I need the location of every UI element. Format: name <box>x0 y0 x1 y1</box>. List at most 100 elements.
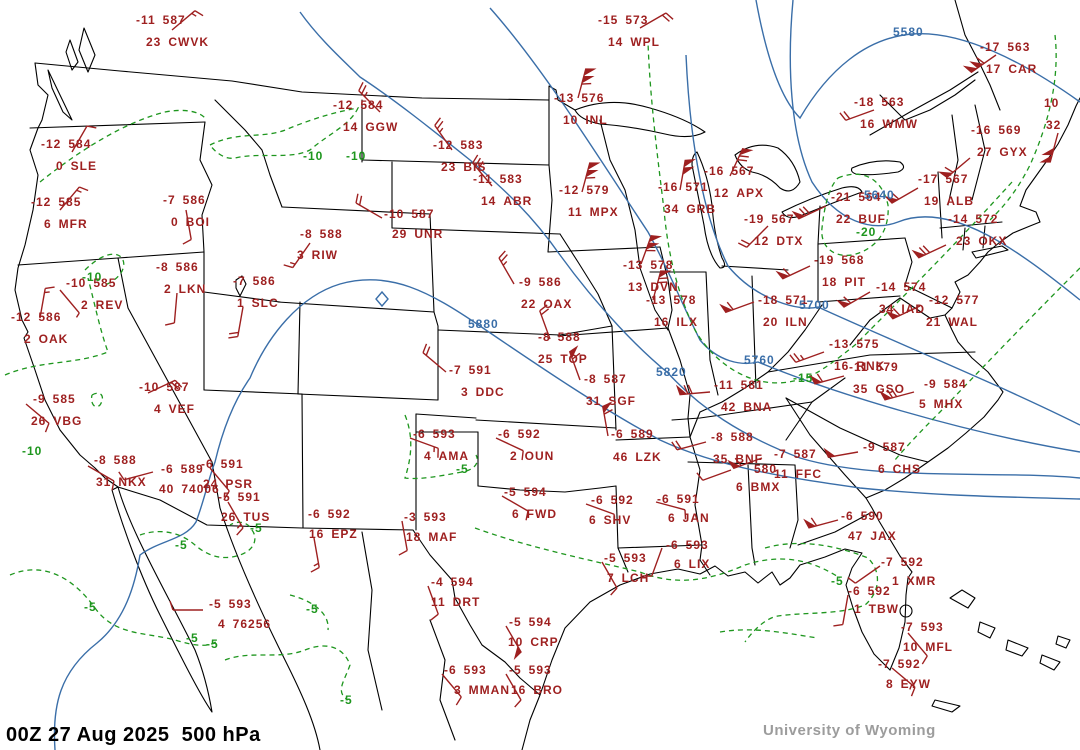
station-UNR-dd-id: 29 UNR <box>392 227 444 241</box>
station-BRO-dd-id: 16 BRO <box>511 683 564 697</box>
station-OAX-dd-id: 22 OAX <box>521 297 573 311</box>
station-NKX-dd-id: 31 NKX <box>96 475 147 489</box>
station-TBW-dd-id: 1 TBW <box>854 602 899 616</box>
wind-barb-MHX <box>879 388 915 401</box>
station-XMR-temp-height: -7 592 <box>881 555 924 569</box>
isotherm-label-2: -10 <box>82 270 103 284</box>
station-DTX-dd-id: 12 DTX <box>754 234 804 248</box>
station-EYW-temp-height: -7 592 <box>878 657 921 671</box>
wind-barb-EPZ <box>310 537 320 573</box>
wind-barb-74006 <box>118 471 154 481</box>
station-CRP-dd-id: 10 CRP <box>508 635 559 649</box>
station-JAN-dd-id: 6 JAN <box>668 511 710 525</box>
station-LKN-temp-height: -8 586 <box>156 260 199 274</box>
station-DVN-temp-height: -13 578 <box>623 258 674 272</box>
station-VEF-temp-height: -10 587 <box>139 380 190 394</box>
station-JAX-dd-id: 47 JAX <box>848 529 897 543</box>
contour-label-5640: 5640 <box>864 188 895 202</box>
wind-barb-SLE <box>71 125 97 153</box>
wind-barb-BNF <box>671 440 707 451</box>
station-CWVK-dd-id: 23 CWVK <box>146 35 210 49</box>
wind-barb-OAK <box>39 286 55 319</box>
station-IAD-temp-height: -14 574 <box>876 280 927 294</box>
wind-barb-AMA <box>409 437 439 458</box>
station-MFL-temp-height: -7 593 <box>901 620 944 634</box>
wind-barb-MMAN <box>441 673 462 706</box>
wind-barb-CHS <box>823 447 859 458</box>
station-REV-dd-id: 2 REV <box>81 298 124 312</box>
wind-barb-INL <box>577 68 597 99</box>
station-TOP-dd-id: 25 TOP <box>538 352 588 366</box>
station-EYW-dd-id: 8 EYW <box>886 677 932 691</box>
wind-barb-LCH <box>601 561 618 596</box>
station-ILN-dd-id: 20 ILN <box>763 315 808 329</box>
wind-barb-DVN <box>640 235 663 265</box>
station-JAX-temp-height: -6 590 <box>841 509 884 523</box>
station-INL-dd-id: 10 INL <box>563 113 608 127</box>
wind-barb-ILN <box>719 301 755 314</box>
station-RNK-dd-id: 16 RNK <box>834 359 886 373</box>
isotherm-label-14: -20 <box>856 225 877 239</box>
wind-barb-WAL <box>885 305 921 320</box>
wind-barb-JAX <box>803 517 839 529</box>
map-title: 00Z 27 Aug 2025 500 hPa <box>6 724 261 746</box>
wind-barb-EYW <box>891 667 916 697</box>
station-PSR-dd-id: 24 PSR <box>203 477 254 491</box>
isotherm-label-1: -10 <box>346 149 367 163</box>
wind-barb-BMX <box>696 469 732 481</box>
wind-barb-VEF <box>147 379 183 394</box>
station-GSO-temp-height: -11 579 <box>849 360 899 374</box>
station-XMR-dd-id: 1 XMR <box>892 574 937 588</box>
station-APX-temp-height: -16 567 <box>704 164 755 178</box>
station-CHS-temp-height: -9 587 <box>863 440 906 454</box>
station-DRT-temp-height: -4 594 <box>431 575 474 589</box>
station-LKN-dd-id: 2 LKN <box>164 282 207 296</box>
credit-watermark: University of Wyoming <box>763 722 936 739</box>
wind-barb-TOP <box>539 304 551 340</box>
station-MFR-dd-id: 6 MFR <box>44 217 88 231</box>
station-MAF-temp-height: -3 593 <box>404 510 447 524</box>
station-SLE-dd-id: 0 SLE <box>56 159 98 173</box>
wind-barb-APX <box>729 148 754 177</box>
station-BMX-temp-height: 580 <box>754 462 778 476</box>
station-VEF-dd-id: 4 VEF <box>154 402 196 416</box>
station-VBG-dd-id: 26 VBG <box>31 414 83 428</box>
station-CRP-temp-height: -5 594 <box>509 615 552 629</box>
wind-barb-MAF <box>398 520 408 556</box>
station-LCH-temp-height: -5 593 <box>604 551 647 565</box>
wind-barb-UNR <box>355 193 383 219</box>
station-RIW-dd-id: 3 RIW <box>297 248 338 262</box>
wind-barb-OAX <box>498 250 515 285</box>
station-INL-temp-height: -13 576 <box>554 91 605 105</box>
station-WPL-dd-id: 14 WPL <box>608 35 661 49</box>
wind-barb-RIW <box>283 242 311 269</box>
contour-label-5580: 5580 <box>893 25 924 39</box>
station-RIW-temp-height: -8 588 <box>300 227 343 241</box>
station-PSR-temp-height: -6 591 <box>201 457 244 471</box>
wind-barb-ALB <box>884 187 919 204</box>
station-BMX-dd-id: 6 BMX <box>736 480 781 494</box>
wind-barb-XMR <box>847 565 881 584</box>
station-DTX-temp-height: -19 567 <box>744 212 795 226</box>
station-76256-temp-height: -5 593 <box>209 597 252 611</box>
wind-barb-MFL <box>907 632 928 665</box>
station-CAR-temp-height: -17 563 <box>980 40 1031 54</box>
wind-barb-JAN <box>655 501 687 520</box>
station-CHS-dd-id: 6 CHS <box>878 462 922 476</box>
isotherm-label-6: -5 <box>84 600 97 614</box>
station-LCH-dd-id: 7 LCH <box>607 571 650 585</box>
station-DRT-dd-id: 11 DRT <box>431 595 481 609</box>
isotherm-label-12: -5 <box>831 574 844 588</box>
station-BUF-dd-id: 22 BUF <box>836 212 887 226</box>
wind-barb-IAD <box>836 291 871 308</box>
station-DDC-dd-id: 3 DDC <box>461 385 505 399</box>
station-MMAN-dd-id: 3 MMAN <box>454 683 510 697</box>
map-outline <box>14 0 1080 750</box>
contour-label-5880: 5880 <box>468 317 499 331</box>
isotherm-label-3: -10 <box>22 444 43 458</box>
station-BIS-dd-id: 23 BIS <box>441 160 487 174</box>
station-WAL-dd-id: 21 WAL <box>926 315 979 329</box>
contour-label-5700: 5700 <box>799 298 830 312</box>
